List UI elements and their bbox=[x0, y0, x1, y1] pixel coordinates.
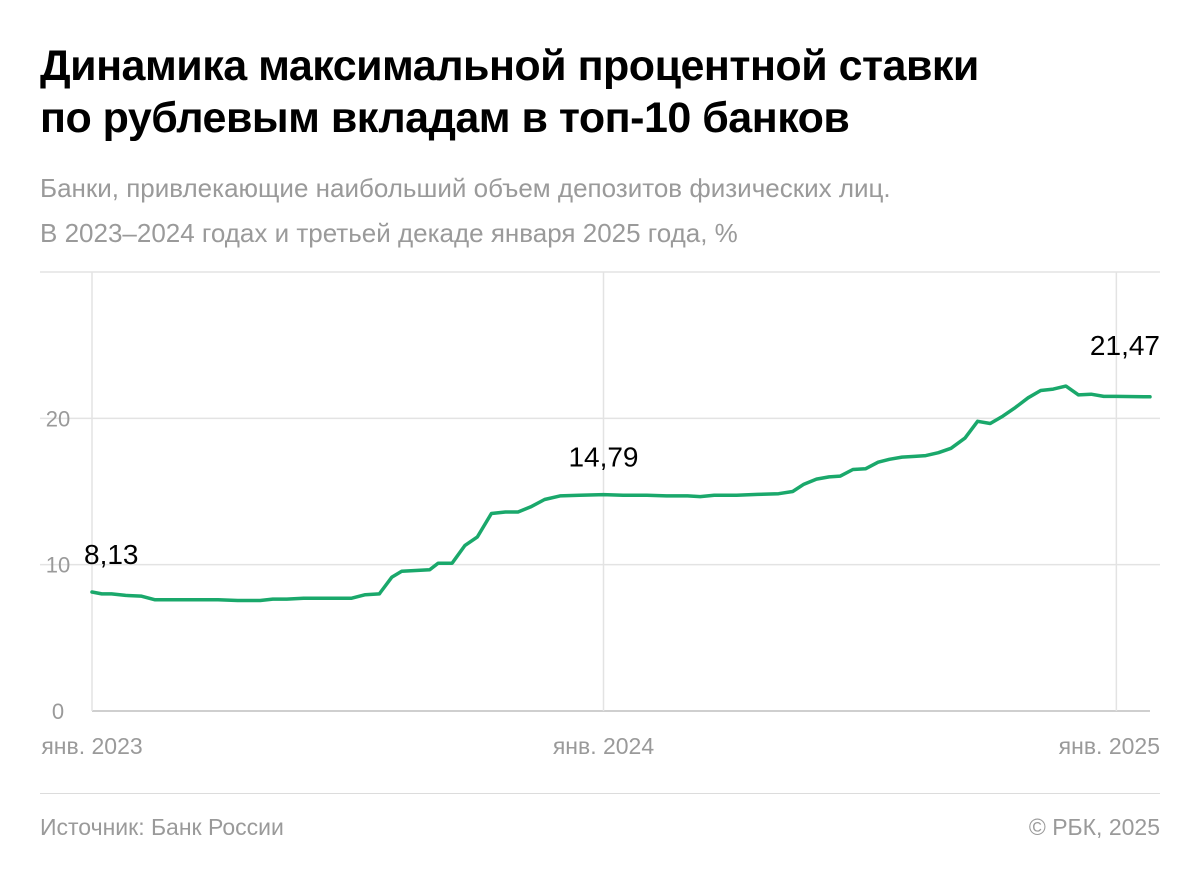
y-tick-label: 10 bbox=[46, 553, 70, 578]
chart-subtitle-line-1: Банки, привлекающие наибольший объем деп… bbox=[40, 173, 891, 203]
series-layer bbox=[90, 384, 1152, 603]
chart-subtitle-line-2: В 2023–2024 годах и третьей декаде январ… bbox=[40, 218, 738, 248]
x-tick-label: янв. 2024 bbox=[553, 733, 655, 759]
chart-title-line-1: Динамика максимальной процентной ставки bbox=[40, 42, 979, 90]
y-tick-label: 20 bbox=[46, 406, 70, 431]
data-label: 21,47 bbox=[1090, 330, 1160, 361]
data-label: 8,13 bbox=[84, 539, 139, 570]
data-label: 14,79 bbox=[568, 442, 638, 473]
grid-layer bbox=[40, 271, 1160, 712]
series-line-0 bbox=[90, 384, 1152, 603]
footer-divider bbox=[40, 793, 1160, 794]
copyright-note: © РБК, 2025 bbox=[1028, 814, 1160, 840]
x-tick-label: янв. 2025 bbox=[1059, 733, 1160, 759]
chart-title-line-2: по рублевым вкладам в топ-10 банков bbox=[40, 94, 850, 142]
x-tick-label: янв. 2023 bbox=[41, 733, 142, 759]
source-note: Источник: Банк России bbox=[40, 814, 284, 840]
label-layer: 8,13 14,79 21,47 bbox=[84, 330, 1160, 570]
axis-layer: 0 10 20 янв. 2023 янв. 2024 янв. 2025 bbox=[41, 406, 1160, 759]
chart-subtitle: Банки, привлекающие наибольший объем деп… bbox=[40, 166, 1160, 256]
y-tick-label: 0 bbox=[52, 699, 64, 724]
chart-title: Динамика максимальной процентной ставки … bbox=[40, 40, 1160, 144]
